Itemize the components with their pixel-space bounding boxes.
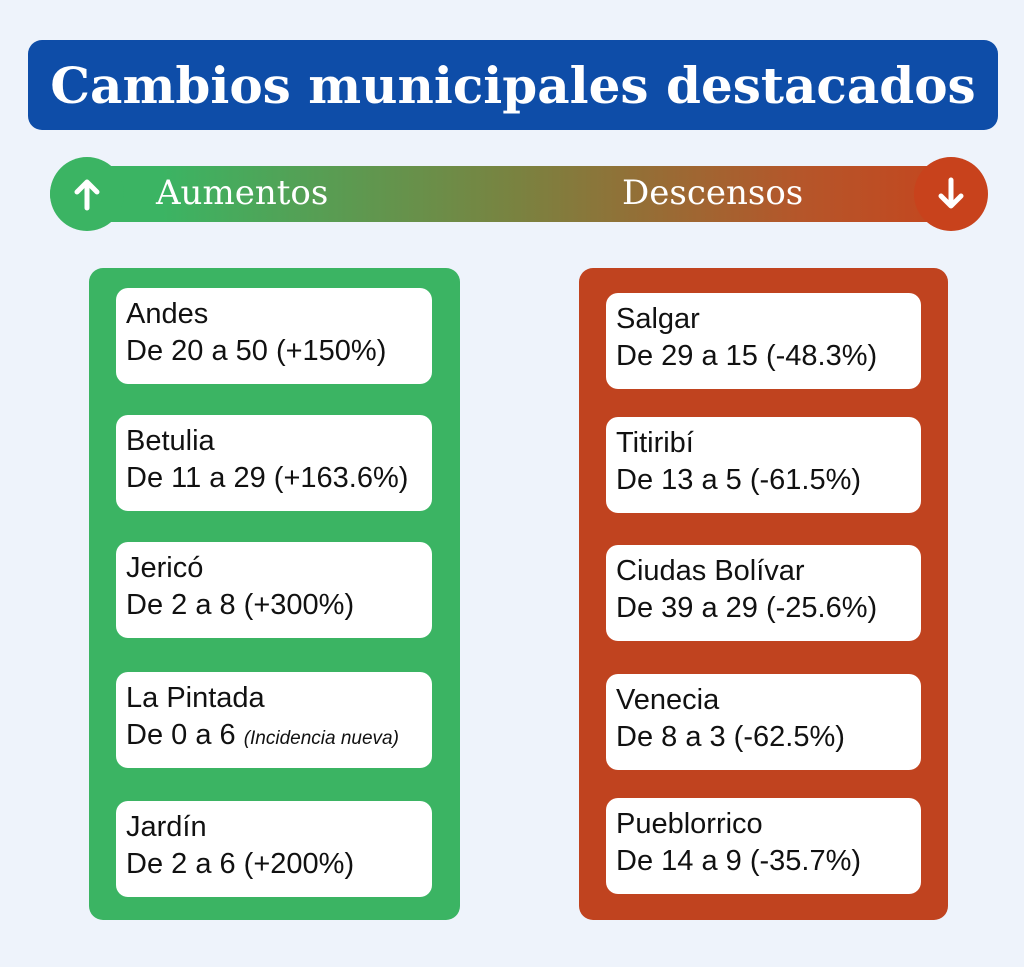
change-text: De 20 a 50 (+150%)	[126, 335, 387, 367]
change-text: De 29 a 15 (-48.3%)	[616, 340, 878, 372]
municipality-name: La Pintada	[126, 682, 265, 714]
title-banner: Cambios municipales destacados	[28, 40, 998, 130]
municipality-name: Betulia	[126, 425, 215, 457]
increases-label: Aumentos	[156, 173, 329, 213]
decreases-panel: Salgar De 29 a 15 (-48.3%) Titiribí De 1…	[579, 268, 948, 920]
list-item: La Pintada De 0 a 6 (Incidencia nueva)	[116, 672, 432, 768]
increase-badge	[50, 157, 124, 231]
list-item: Betulia De 11 a 29 (+163.6%)	[116, 415, 432, 511]
change-text: De 2 a 6 (+200%)	[126, 848, 355, 880]
page-title: Cambios municipales destacados	[50, 55, 976, 115]
list-item: Jardín De 2 a 6 (+200%)	[116, 801, 432, 897]
municipality-name: Salgar	[616, 303, 700, 335]
list-item: Salgar De 29 a 15 (-48.3%)	[606, 293, 921, 389]
municipality-name: Jericó	[126, 552, 204, 584]
arrow-down-icon	[938, 177, 964, 209]
list-item: Venecia De 8 a 3 (-62.5%)	[606, 674, 921, 770]
municipality-name: Ciudas Bolívar	[616, 555, 805, 587]
change-text: De 2 a 8 (+300%)	[126, 589, 355, 621]
list-item: Titiribí De 13 a 5 (-61.5%)	[606, 417, 921, 513]
change-line: De 0 a 6 (Incidencia nueva)	[126, 716, 422, 758]
legend-gradient-bar	[50, 166, 986, 222]
change-text: De 0 a 6	[126, 719, 244, 751]
arrow-up-icon	[74, 179, 100, 211]
list-item: Ciudas Bolívar De 39 a 29 (-25.6%)	[606, 545, 921, 641]
municipality-name: Jardín	[126, 811, 207, 843]
municipality-name: Titiribí	[616, 427, 694, 459]
decreases-label: Descensos	[622, 173, 804, 213]
change-text: De 13 a 5 (-61.5%)	[616, 464, 862, 496]
list-item: Jericó De 2 a 8 (+300%)	[116, 542, 432, 638]
municipality-name: Venecia	[616, 684, 720, 716]
municipality-name: Pueblorrico	[616, 808, 763, 840]
change-text: De 39 a 29 (-25.6%)	[616, 592, 878, 624]
decrease-badge	[914, 157, 988, 231]
change-text: De 11 a 29 (+163.6%)	[126, 462, 409, 494]
list-item: Pueblorrico De 14 a 9 (-35.7%)	[606, 798, 921, 894]
change-text: De 8 a 3 (-62.5%)	[616, 721, 845, 753]
list-item: Andes De 20 a 50 (+150%)	[116, 288, 432, 384]
municipality-name: Andes	[126, 298, 209, 330]
change-note: (Incidencia nueva)	[243, 728, 399, 749]
change-text: De 14 a 9 (-35.7%)	[616, 845, 862, 877]
increases-panel: Andes De 20 a 50 (+150%) Betulia De 11 a…	[89, 268, 460, 920]
